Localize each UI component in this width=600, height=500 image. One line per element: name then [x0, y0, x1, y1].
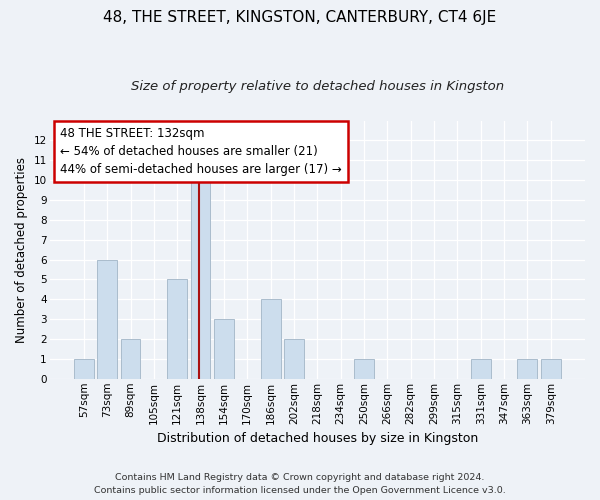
Title: Size of property relative to detached houses in Kingston: Size of property relative to detached ho… [131, 80, 504, 93]
Bar [354, 359, 374, 379]
Bar [167, 280, 187, 379]
Bar [541, 359, 560, 379]
Bar [284, 339, 304, 379]
Bar [74, 359, 94, 379]
Bar [471, 359, 491, 379]
Bar [121, 339, 140, 379]
Text: 48 THE STREET: 132sqm
← 54% of detached houses are smaller (21)
44% of semi-deta: 48 THE STREET: 132sqm ← 54% of detached … [60, 127, 342, 176]
Y-axis label: Number of detached properties: Number of detached properties [15, 156, 28, 342]
Bar [214, 319, 234, 379]
X-axis label: Distribution of detached houses by size in Kingston: Distribution of detached houses by size … [157, 432, 478, 445]
Text: Contains HM Land Registry data © Crown copyright and database right 2024.
Contai: Contains HM Land Registry data © Crown c… [94, 474, 506, 495]
Bar [191, 160, 211, 379]
Text: 48, THE STREET, KINGSTON, CANTERBURY, CT4 6JE: 48, THE STREET, KINGSTON, CANTERBURY, CT… [103, 10, 497, 25]
Bar [97, 260, 117, 379]
Bar [517, 359, 538, 379]
Bar [260, 300, 281, 379]
